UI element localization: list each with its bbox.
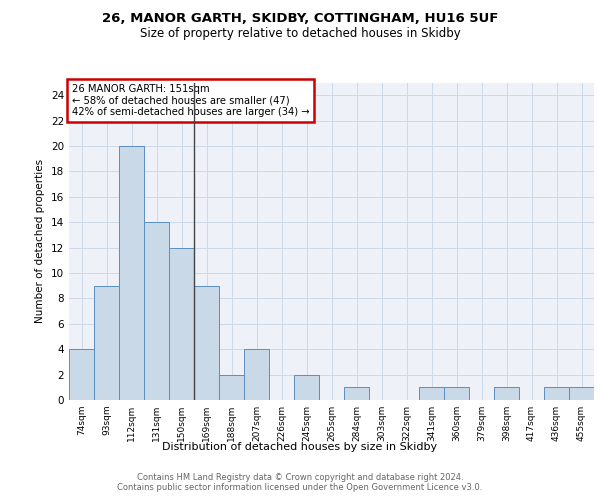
Bar: [244, 349, 269, 400]
Text: Size of property relative to detached houses in Skidby: Size of property relative to detached ho…: [140, 28, 460, 40]
Bar: [194, 286, 219, 400]
Bar: [219, 374, 244, 400]
Bar: [544, 388, 569, 400]
Bar: [94, 286, 119, 400]
Bar: [494, 388, 519, 400]
Bar: [169, 248, 194, 400]
Bar: [119, 146, 144, 400]
Text: Contains HM Land Registry data © Crown copyright and database right 2024.
Contai: Contains HM Land Registry data © Crown c…: [118, 473, 482, 492]
Bar: [344, 388, 369, 400]
Bar: [144, 222, 169, 400]
Y-axis label: Number of detached properties: Number of detached properties: [35, 159, 46, 324]
Text: 26 MANOR GARTH: 151sqm
← 58% of detached houses are smaller (47)
42% of semi-det: 26 MANOR GARTH: 151sqm ← 58% of detached…: [71, 84, 309, 117]
Bar: [419, 388, 444, 400]
Bar: [444, 388, 469, 400]
Bar: [69, 349, 94, 400]
Bar: [294, 374, 319, 400]
Text: 26, MANOR GARTH, SKIDBY, COTTINGHAM, HU16 5UF: 26, MANOR GARTH, SKIDBY, COTTINGHAM, HU1…: [102, 12, 498, 26]
Text: Distribution of detached houses by size in Skidby: Distribution of detached houses by size …: [163, 442, 437, 452]
Bar: [569, 388, 594, 400]
